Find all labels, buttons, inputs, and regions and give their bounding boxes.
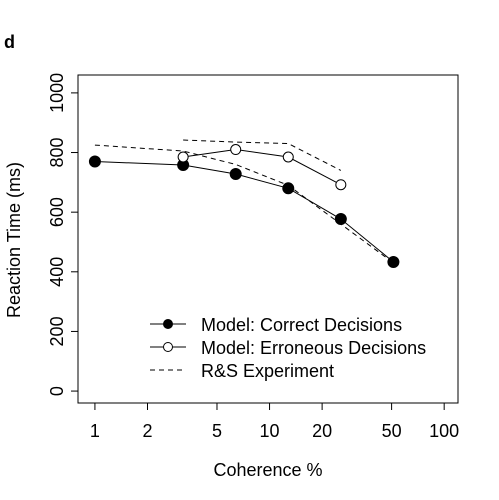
legend-label-correct: Model: Correct Decisions bbox=[201, 315, 402, 335]
legend-entry-experiment: R&S Experiment bbox=[150, 361, 334, 381]
x-axis: 1 2 5 10 20 50 100 bbox=[90, 403, 459, 441]
legend-marker-open-circle bbox=[163, 342, 173, 352]
legend: Model: Correct Decisions Model: Erroneou… bbox=[150, 315, 426, 381]
x-tick-label: 100 bbox=[429, 421, 459, 441]
data-point-erroneous bbox=[230, 144, 242, 156]
y-tick-label: 800 bbox=[47, 138, 67, 168]
x-tick-label: 10 bbox=[260, 421, 280, 441]
x-tick-label: 20 bbox=[312, 421, 332, 441]
plot-frame bbox=[77, 74, 459, 404]
legend-label-erroneous: Model: Erroneous Decisions bbox=[201, 338, 426, 358]
data-point-correct bbox=[88, 155, 101, 168]
x-tick-label: 50 bbox=[382, 421, 402, 441]
y-tick-label: 400 bbox=[47, 257, 67, 287]
y-tick-label: 600 bbox=[47, 197, 67, 227]
x-tick-label: 5 bbox=[212, 421, 222, 441]
data-point-erroneous bbox=[282, 151, 294, 163]
series-line bbox=[94, 160, 394, 263]
panel-label: d bbox=[4, 32, 15, 52]
x-tick-label: 1 bbox=[90, 421, 100, 441]
series-line-experiment bbox=[183, 139, 342, 171]
legend-entry-erroneous: Model: Erroneous Decisions bbox=[150, 338, 426, 358]
data-point-correct bbox=[387, 255, 400, 268]
x-tick-label: 2 bbox=[142, 421, 152, 441]
y-tick-label: 1000 bbox=[47, 73, 67, 113]
series-line-experiment bbox=[94, 144, 394, 264]
legend-label-experiment: R&S Experiment bbox=[201, 361, 334, 381]
series-layer bbox=[88, 139, 400, 268]
data-point-correct bbox=[229, 167, 242, 180]
data-point-erroneous bbox=[335, 179, 347, 191]
legend-entry-correct: Model: Correct Decisions bbox=[150, 315, 402, 335]
legend-marker-filled-circle bbox=[163, 319, 173, 329]
x-axis-title: Coherence % bbox=[213, 460, 322, 480]
data-point-correct bbox=[334, 213, 347, 226]
data-point-correct bbox=[282, 182, 295, 195]
y-tick-label: 200 bbox=[47, 316, 67, 346]
series-line bbox=[183, 149, 342, 186]
y-tick-label: 0 bbox=[47, 386, 67, 396]
y-axis: 0 200 400 600 800 1000 bbox=[47, 73, 78, 396]
y-axis-title: Reaction Time (ms) bbox=[4, 162, 24, 318]
data-point-erroneous bbox=[177, 151, 189, 163]
